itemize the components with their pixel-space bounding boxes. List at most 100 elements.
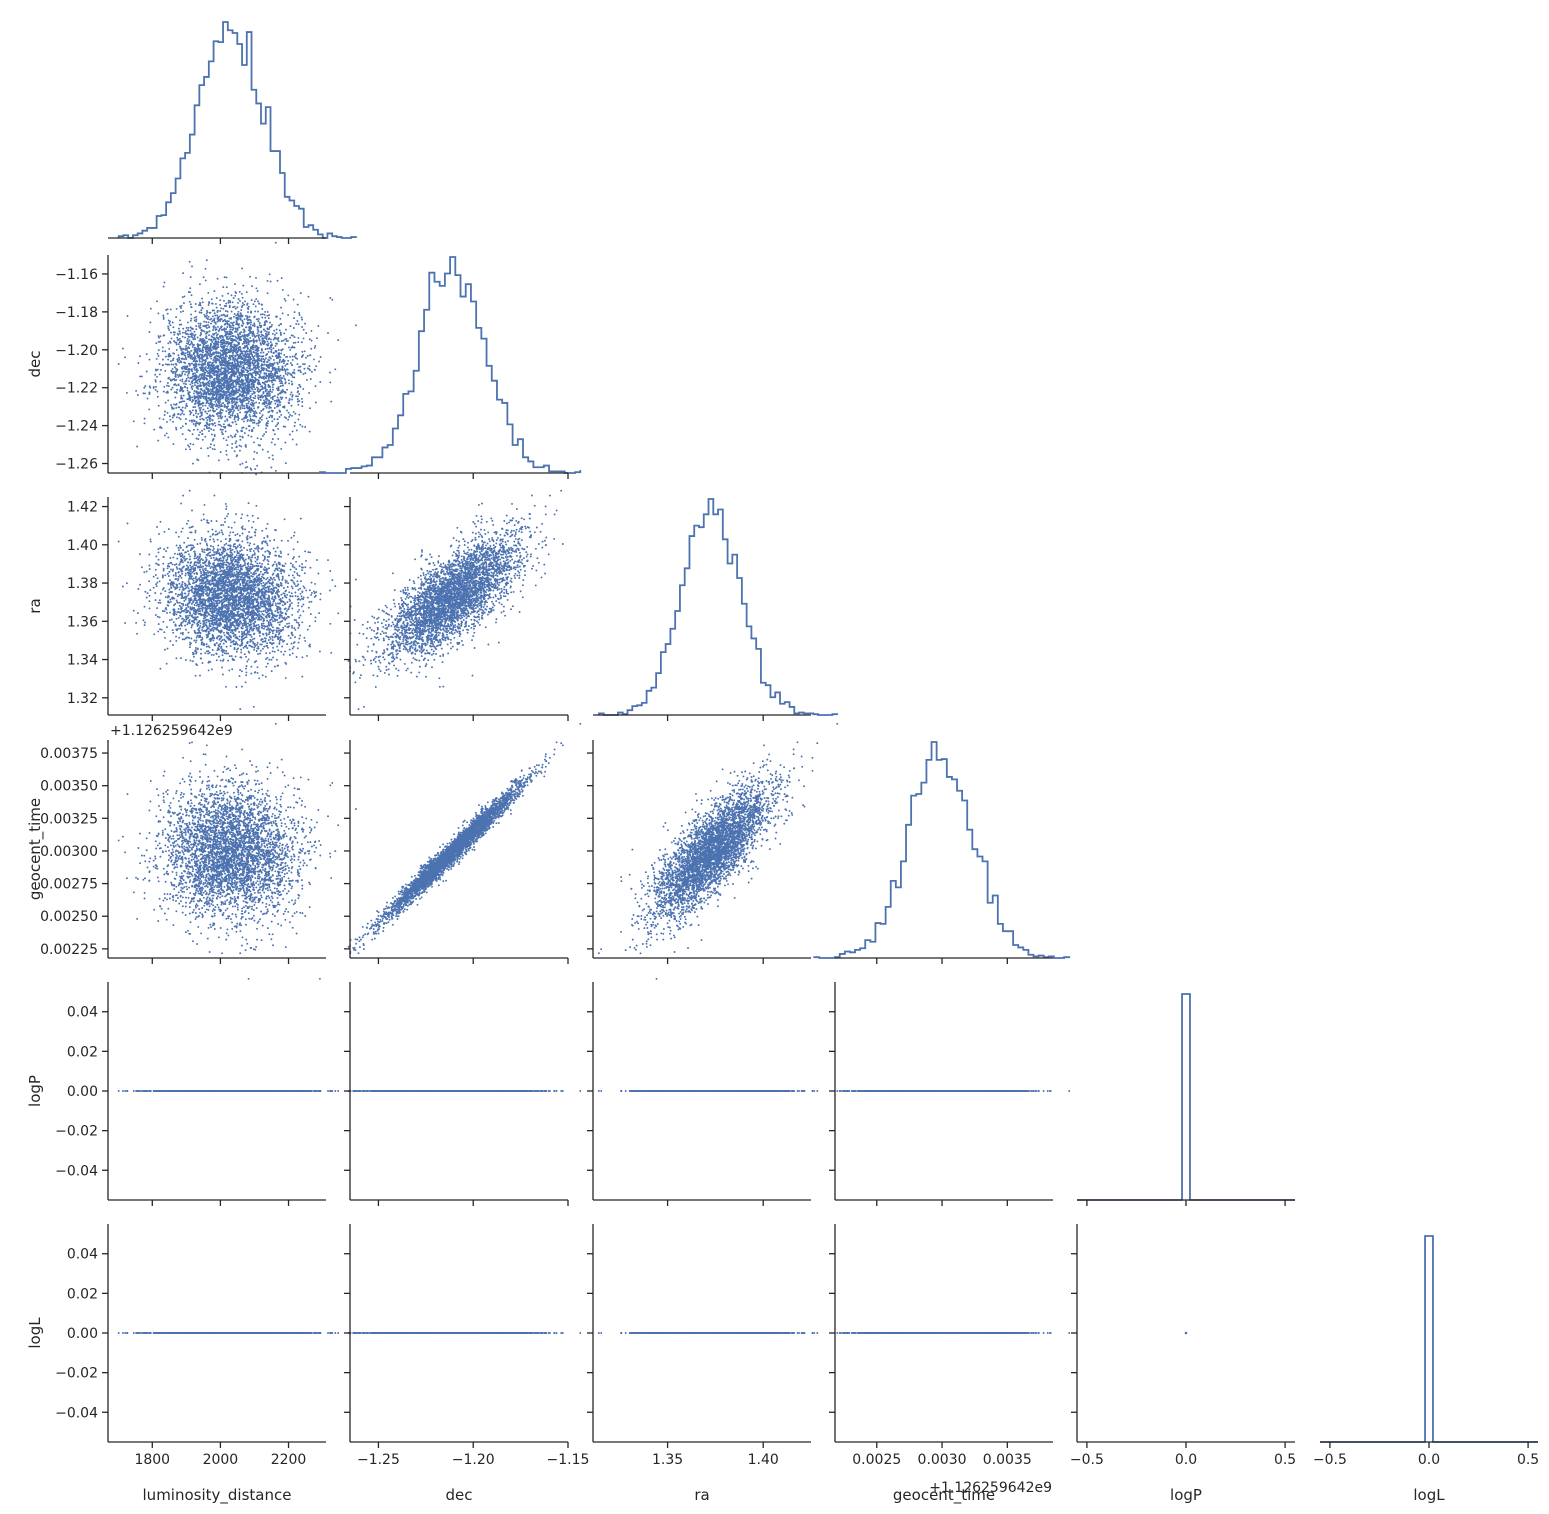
scatter-point — [198, 340, 200, 342]
scatter-point — [206, 337, 208, 339]
scatter-point — [235, 403, 237, 405]
scatter-point — [251, 299, 253, 301]
scatter-point — [287, 360, 289, 362]
scatter-point — [179, 375, 181, 377]
scatter-point — [163, 386, 165, 388]
scatter-point — [260, 336, 262, 338]
scatter-point — [158, 355, 160, 357]
scatter-point — [188, 396, 190, 398]
scatter-point — [213, 548, 215, 550]
scatter-point — [189, 413, 191, 415]
scatter-point — [133, 420, 135, 422]
scatter-point — [220, 385, 222, 387]
scatter-point — [257, 311, 259, 313]
scatter-point — [275, 350, 277, 352]
scatter-point — [154, 374, 156, 376]
scatter-point — [248, 339, 250, 341]
panel-dec-dec — [320, 257, 580, 479]
scatter-point — [179, 319, 181, 321]
scatter-point — [162, 418, 164, 420]
scatter-point — [216, 343, 218, 345]
scatter-point — [200, 304, 202, 306]
scatter-point — [247, 376, 249, 378]
scatter-point — [256, 423, 258, 425]
scatter-point — [282, 312, 284, 314]
scatter-point — [227, 324, 229, 326]
scatter-point — [256, 452, 258, 454]
scatter-point — [249, 337, 251, 339]
scatter-point — [204, 362, 206, 364]
scatter-point — [187, 333, 189, 335]
scatter-point — [158, 337, 160, 339]
scatter-point — [263, 378, 265, 380]
scatter-point — [311, 371, 313, 373]
scatter-point — [207, 407, 209, 409]
scatter-point — [174, 331, 176, 333]
scatter-point — [224, 362, 226, 364]
scatter-point — [173, 340, 175, 342]
scatter-point — [273, 359, 275, 361]
scatter-point — [271, 401, 273, 403]
scatter-point — [275, 345, 277, 347]
scatter-point — [183, 395, 185, 397]
scatter-point — [224, 343, 226, 345]
scatter-point — [195, 412, 197, 414]
scatter-point — [299, 370, 301, 372]
scatter-point — [159, 381, 161, 383]
scatter-point — [207, 416, 209, 418]
scatter-point — [276, 424, 278, 426]
scatter-point — [242, 362, 244, 364]
scatter-point — [190, 357, 192, 359]
scatter-point — [310, 378, 312, 380]
scatter-point — [212, 303, 214, 305]
scatter-point — [222, 354, 224, 356]
scatter-point — [281, 340, 283, 342]
scatter-point — [226, 336, 228, 338]
scatter-point — [187, 351, 189, 353]
scatter-point — [279, 392, 281, 394]
scatter-point — [208, 302, 210, 304]
scatter-point — [253, 441, 255, 443]
scatter-point — [316, 337, 318, 339]
scatter-point — [192, 443, 194, 445]
scatter-point — [268, 457, 270, 459]
scatter-point — [265, 427, 267, 429]
scatter-point — [266, 353, 268, 355]
scatter-point — [270, 338, 272, 340]
scatter-point — [244, 347, 246, 349]
scatter-point — [245, 397, 247, 399]
scatter-point — [267, 403, 269, 405]
scatter-point — [176, 416, 178, 418]
scatter-point — [311, 340, 313, 342]
scatter-point — [253, 367, 255, 369]
scatter-point — [127, 315, 129, 317]
scatter-point — [294, 422, 296, 424]
scatter-point — [262, 449, 264, 451]
scatter-point — [249, 349, 251, 351]
scatter-point — [167, 327, 169, 329]
scatter-point — [271, 391, 273, 393]
scatter-point — [235, 393, 237, 395]
scatter-point — [234, 399, 236, 401]
scatter-point — [254, 345, 256, 347]
scatter-point — [176, 349, 178, 351]
scatter-point — [199, 431, 201, 433]
scatter-point — [231, 348, 233, 350]
scatter-point — [259, 396, 261, 398]
scatter-point — [241, 402, 243, 404]
scatter-point — [254, 347, 256, 349]
scatter-point — [165, 309, 167, 311]
scatter-point — [246, 351, 248, 353]
scatter-point — [245, 414, 247, 416]
scatter-point — [208, 382, 210, 384]
scatter-point — [280, 594, 282, 596]
scatter-point — [264, 401, 266, 403]
scatter-point — [179, 341, 181, 343]
scatter-point — [297, 418, 299, 420]
scatter-point — [217, 316, 219, 318]
scatter-point — [261, 376, 263, 378]
scatter-point — [225, 310, 227, 312]
scatter-point — [268, 314, 270, 316]
scatter-point — [226, 400, 228, 402]
scatter-point — [225, 410, 227, 412]
